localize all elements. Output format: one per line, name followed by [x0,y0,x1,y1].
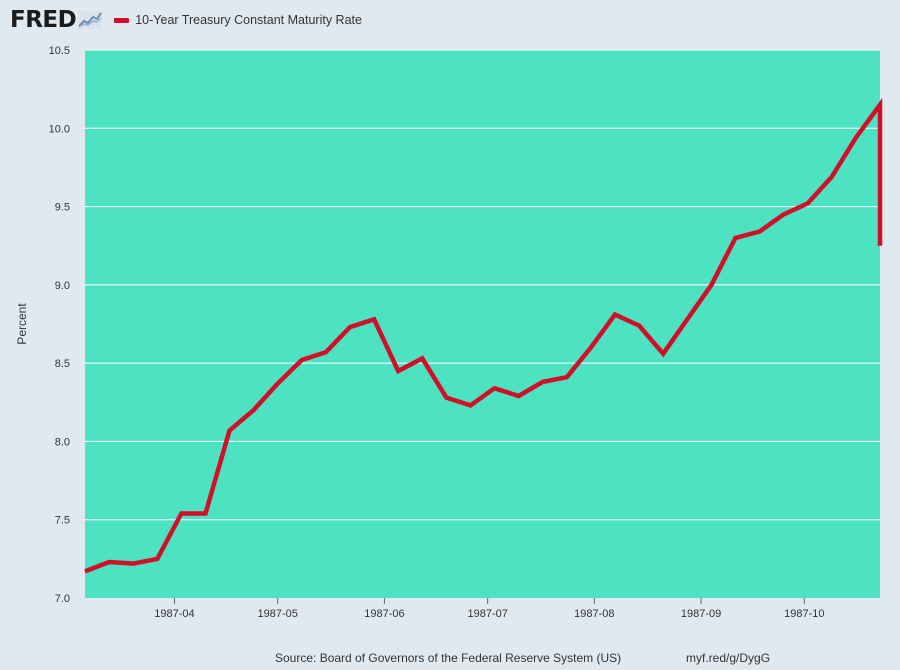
y-tick-label: 10.0 [49,123,70,135]
source-note: Source: Board of Governors of the Federa… [275,651,622,665]
legend-label: 10-Year Treasury Constant Maturity Rate [135,13,362,27]
plot-area [85,50,880,598]
y-tick-label: 10.5 [49,45,70,57]
y-axis-label: Percent [15,303,29,345]
grid-lines [85,49,880,521]
x-tick-label: 1987-06 [364,608,404,620]
line-graph-icon [78,11,103,29]
x-tick-label: 1987-10 [784,608,824,620]
x-tick-label: 1987-05 [258,608,298,620]
fred-logo-text: FRED [10,7,77,33]
y-tick-label: 9.0 [55,280,70,292]
y-tick-label: 8.0 [55,436,70,448]
x-tick-label: 1987-07 [467,608,507,620]
y-tick-label: 8.5 [55,358,70,370]
legend-swatch [114,17,130,23]
y-tick-label: 7.5 [55,515,70,527]
legend[interactable]: 10-Year Treasury Constant Maturity Rate [114,13,362,27]
fred-logo[interactable]: FRED [10,7,103,33]
y-tick-label: 9.5 [55,202,70,214]
chart-header: FRED 10-Year Treasury Constant Maturity … [10,6,362,34]
x-tick-label: 1987-04 [154,608,194,620]
x-tick-label: 1987-08 [574,608,614,620]
series-group [84,97,883,574]
line-chart: 7.07.58.08.59.09.510.010.5 1987-04 1987-0… [15,45,883,620]
x-tick-label: 1987-09 [681,608,721,620]
short-link[interactable]: myf.red/g/DygG [686,651,771,665]
y-tick-label: 7.0 [55,593,70,605]
x-axis: 1987-04 1987-05 1987-06 1987-07 1987-08 1987-… [154,598,824,620]
y-axis: 7.0 7.5 8.0 8.5 9.0 9.5 10.0 10.5 [49,45,70,605]
